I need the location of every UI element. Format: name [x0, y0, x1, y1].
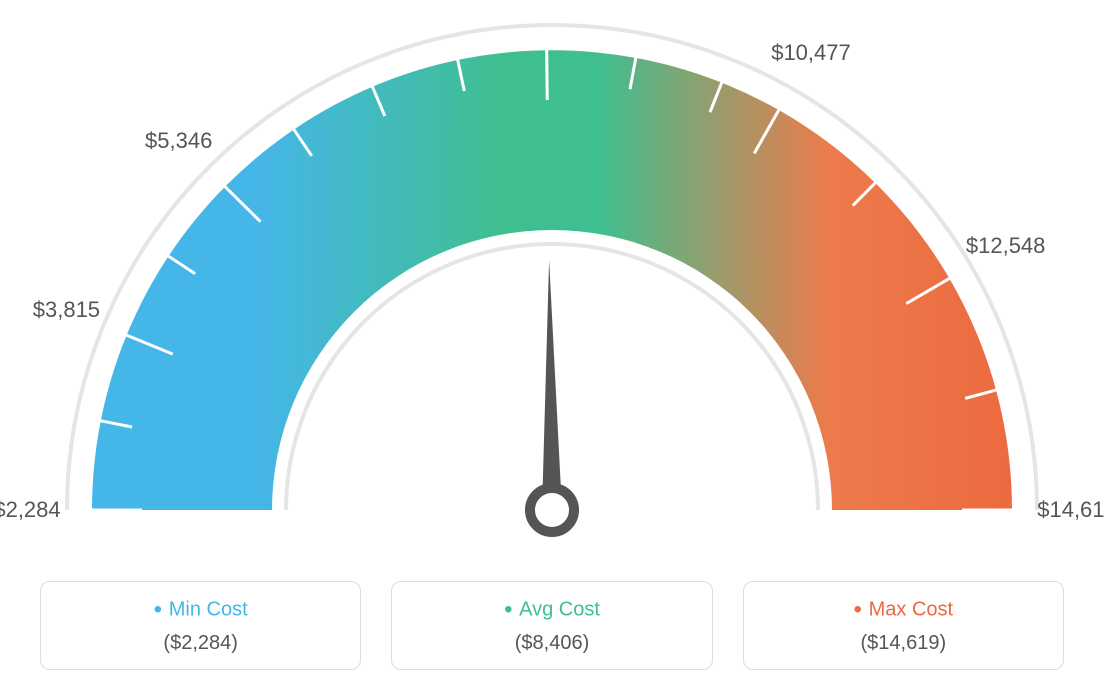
legend: Min Cost ($2,284) Avg Cost ($8,406) Max Cost… — [0, 581, 1104, 670]
gauge-svg — [0, 0, 1104, 560]
legend-value: ($14,619) — [754, 632, 1053, 655]
legend-title: Min Cost — [51, 596, 350, 624]
major-tick — [547, 50, 548, 100]
needle — [542, 260, 562, 510]
legend-card: Min Cost ($2,284) — [40, 581, 361, 670]
legend-value: ($8,406) — [402, 632, 701, 655]
tick-label: $2,284 — [0, 497, 61, 523]
legend-card: Max Cost ($14,619) — [743, 581, 1064, 670]
tick-label: $14,619 — [1037, 497, 1104, 523]
gauge-area: $2,284$3,815$5,346$8,406$10,477$12,548$1… — [0, 0, 1104, 560]
legend-card: Avg Cost ($8,406) — [391, 581, 712, 670]
legend-title: Max Cost — [754, 596, 1053, 624]
tick-label: $12,548 — [966, 233, 1046, 259]
tick-label: $10,477 — [771, 40, 851, 66]
legend-value: ($2,284) — [51, 632, 350, 655]
tick-label: $5,346 — [145, 128, 212, 154]
tick-label: $3,815 — [33, 297, 100, 323]
legend-title: Avg Cost — [402, 596, 701, 624]
cost-gauge-chart: $2,284$3,815$5,346$8,406$10,477$12,548$1… — [0, 0, 1104, 690]
needle-hub — [530, 488, 574, 532]
